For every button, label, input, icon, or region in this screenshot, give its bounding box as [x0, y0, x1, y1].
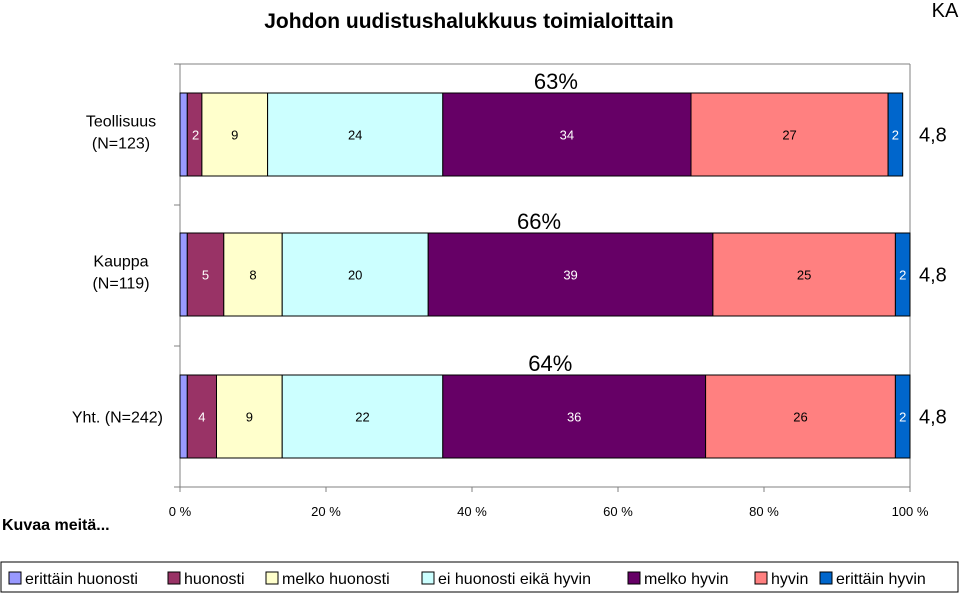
bar-segment — [186, 374, 218, 459]
bar-segment — [690, 92, 889, 177]
bar-segment — [201, 92, 269, 177]
bar-segment — [179, 232, 188, 317]
x-tick-label: 60 % — [603, 504, 633, 519]
legend-swatch — [8, 571, 22, 585]
category-label: Kauppa — [93, 254, 148, 271]
data-label: 22 — [355, 410, 369, 425]
bar-segment — [216, 374, 283, 459]
mean-value: 4,8 — [919, 125, 947, 147]
data-label: 2 — [192, 128, 199, 143]
data-label: 2 — [899, 410, 906, 425]
data-label: 39 — [563, 268, 577, 283]
bar-segment — [267, 92, 444, 177]
legend-swatch — [627, 571, 641, 585]
positive-share-label: 64% — [528, 351, 572, 376]
bar-segment — [427, 232, 714, 317]
legend-swatch — [421, 571, 435, 585]
data-label: 27 — [782, 128, 796, 143]
x-tick-label: 0 % — [169, 504, 192, 519]
x-tick-label: 80 % — [749, 504, 779, 519]
x-tick-label: 20 % — [311, 504, 341, 519]
data-label: 9 — [246, 410, 253, 425]
bar-segment — [442, 92, 692, 177]
chart-title: Johdon uudistushalukkuus toimialoittain — [264, 10, 674, 33]
positive-share-label: 63% — [534, 69, 578, 94]
category-label: Teollisuus — [86, 114, 156, 131]
legend-label: melko hyvin — [644, 571, 728, 588]
bar-segment — [281, 374, 444, 459]
category-label: (N=119) — [92, 276, 149, 293]
category-label: Yht. (N=242) — [72, 410, 163, 427]
bar-segment — [894, 232, 911, 317]
x-tick-label: 40 % — [457, 504, 487, 519]
data-label: 5 — [202, 268, 209, 283]
category-label: (N=123) — [92, 136, 150, 153]
x-tick-label: 100 % — [892, 504, 929, 519]
plot-area: 0 %20 %40 %60 %80 %100 %129243427263%4,8… — [72, 63, 947, 519]
data-label: 2 — [899, 268, 906, 283]
bar-segment — [186, 232, 225, 317]
data-label: 26 — [793, 410, 807, 425]
bar-segment — [179, 374, 188, 459]
bar-segment — [894, 374, 911, 459]
legend-label: melko huonosti — [282, 571, 390, 588]
positive-share-label: 66% — [517, 209, 561, 234]
legend-label: ei huonosti eikä hyvin — [438, 571, 591, 588]
bar-segment — [887, 92, 904, 177]
bar-segment — [712, 232, 896, 317]
bar-segment — [442, 374, 707, 459]
legend-label: huonosti — [184, 571, 245, 588]
legend-swatch — [167, 571, 181, 585]
mean-column-header: KA — [932, 0, 959, 22]
data-label: 34 — [560, 128, 574, 143]
legend-label: hyvin — [771, 571, 808, 588]
mean-value: 4,8 — [919, 407, 947, 429]
mean-value: 4,8 — [919, 265, 947, 287]
data-label: 20 — [348, 268, 362, 283]
chart-subtitle: Kuvaa meitä... — [2, 517, 110, 534]
legend-swatch — [754, 571, 768, 585]
data-label: 36 — [567, 410, 581, 425]
data-label: 24 — [348, 128, 362, 143]
legend-swatch — [265, 571, 279, 585]
legend-swatch — [819, 571, 833, 585]
data-label: 4 — [198, 410, 205, 425]
data-label: 25 — [797, 268, 811, 283]
legend: erittäin huonosti huonosti melko huonosti e… — [0, 561, 959, 593]
legend-label: erittäin hyvin — [836, 571, 926, 588]
bar-segment — [281, 232, 429, 317]
bar-segment — [705, 374, 896, 459]
data-label: 9 — [231, 128, 238, 143]
legend-label: erittäin huonosti — [25, 571, 138, 588]
data-label: 2 — [892, 128, 899, 143]
bar-segment — [179, 92, 188, 177]
legend-box — [0, 561, 959, 593]
data-label: 8 — [249, 268, 256, 283]
